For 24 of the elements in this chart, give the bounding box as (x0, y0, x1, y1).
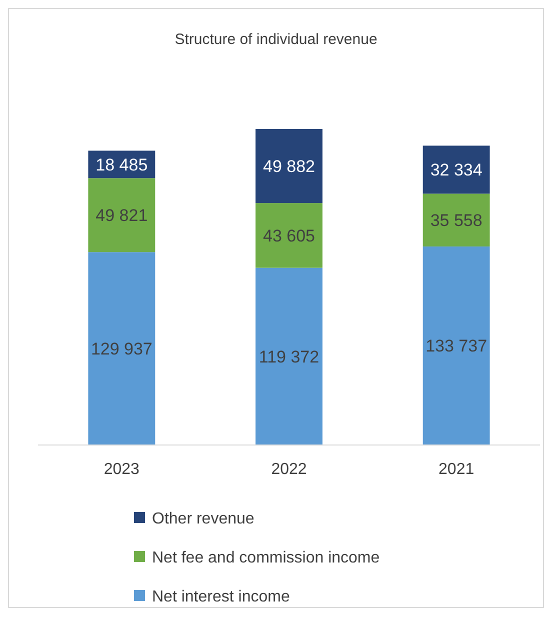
x-tick-label: 2021 (438, 461, 474, 478)
data-label: 119 372 (258, 347, 320, 366)
bar (88, 178, 156, 252)
legend-label: Other revenue (152, 510, 254, 528)
bar (88, 252, 156, 445)
bar (422, 146, 490, 194)
bar (422, 246, 490, 445)
data-label: 129 937 (90, 340, 152, 358)
data-label: 133 737 (426, 336, 488, 356)
x-tick-label: 2023 (104, 461, 140, 478)
data-label: 43 605 (263, 226, 315, 246)
bar (422, 194, 490, 246)
data-label: 32 334 (430, 160, 482, 180)
data-label: 49 821 (96, 206, 148, 226)
data-label: 49 882 (263, 156, 315, 176)
data-label: 18 485 (96, 155, 148, 174)
bar (256, 203, 322, 268)
x-tick-label: 2022 (271, 461, 307, 478)
legend-label: Net interest income (152, 588, 290, 606)
bar (256, 268, 322, 445)
bar (256, 129, 322, 204)
data-label: 35 558 (430, 211, 482, 230)
legend-label: Net fee and commission income (152, 550, 380, 567)
chart-title: Structure of individual revenue (174, 31, 378, 48)
